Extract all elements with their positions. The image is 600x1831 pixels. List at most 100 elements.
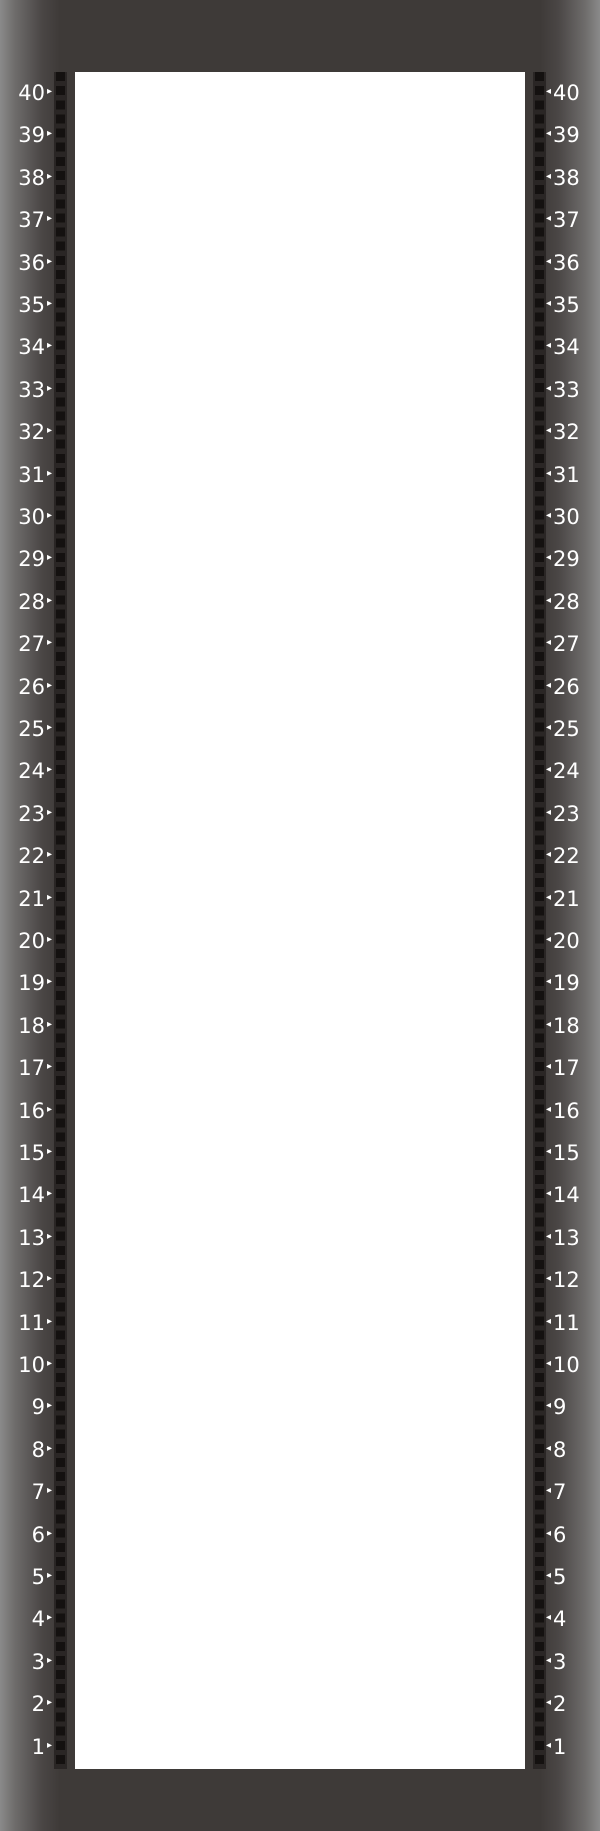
unit-number: 37 bbox=[18, 208, 45, 233]
arrow-right-icon: ▸ bbox=[46, 637, 52, 649]
right-unit-label-37: ◂37 bbox=[546, 205, 600, 235]
left-unit-label-35: 35 ▸ bbox=[0, 290, 52, 320]
left-unit-label-38: 38 ▸ bbox=[0, 163, 52, 193]
left-unit-label-31: 31 ▸ bbox=[0, 460, 52, 490]
arrow-left-icon: ◂ bbox=[546, 1273, 552, 1285]
arrow-left-icon: ◂ bbox=[546, 1612, 552, 1624]
unit-number: 20 bbox=[553, 929, 580, 953]
rack-mount-area[interactable] bbox=[75, 72, 525, 1769]
arrow-left-icon: ◂ bbox=[546, 1146, 552, 1157]
arrow-left-icon: ◂ bbox=[546, 976, 552, 988]
left-unit-label-9: 9 ▸ bbox=[0, 1392, 52, 1422]
right-unit-label-1: ◂1 bbox=[546, 1732, 600, 1762]
unit-number: 23 bbox=[18, 801, 45, 826]
unit-number: 40 bbox=[553, 81, 580, 105]
arrow-right-icon: ▸ bbox=[46, 891, 52, 903]
left-unit-label-22: 22 ▸ bbox=[0, 841, 52, 871]
arrow-left-icon: ◂ bbox=[546, 128, 552, 140]
arrow-left-icon: ◂ bbox=[546, 1188, 552, 1200]
arrow-right-icon: ▸ bbox=[46, 467, 52, 479]
arrow-right-icon: ▸ bbox=[46, 552, 52, 564]
unit-number: 22 bbox=[18, 844, 45, 869]
arrow-right-icon: ▸ bbox=[46, 1230, 52, 1242]
arrow-right-icon: ▸ bbox=[46, 340, 52, 352]
arrow-left-icon: ◂ bbox=[546, 934, 552, 945]
unit-number: 34 bbox=[18, 335, 45, 360]
left-unit-label-17: 17 ▸ bbox=[0, 1053, 52, 1083]
arrow-right-icon: ▸ bbox=[46, 1697, 52, 1709]
unit-number: 3 bbox=[553, 1649, 567, 1674]
unit-number: 6 bbox=[553, 1522, 567, 1547]
unit-number: 13 bbox=[18, 1225, 45, 1250]
arrow-left-icon: ◂ bbox=[546, 1400, 552, 1412]
left-unit-label-21: 21 ▸ bbox=[0, 884, 52, 914]
left-unit-label-29: 29 ▸ bbox=[0, 544, 52, 574]
right-unit-label-22: ◂22 bbox=[546, 841, 600, 871]
arrow-right-icon: ▸ bbox=[46, 976, 52, 988]
left-unit-label-16: 16 ▸ bbox=[0, 1096, 52, 1126]
right-unit-label-6: ◂6 bbox=[546, 1520, 600, 1550]
unit-number: 10 bbox=[553, 1353, 580, 1377]
left-unit-label-7: 7 ▸ bbox=[0, 1477, 52, 1507]
unit-number: 1 bbox=[553, 1734, 567, 1759]
arrow-left-icon: ◂ bbox=[546, 255, 552, 267]
arrow-right-icon: ▸ bbox=[46, 1442, 52, 1454]
arrow-left-icon: ◂ bbox=[546, 425, 552, 437]
unit-number: 2 bbox=[553, 1692, 567, 1717]
unit-number: 16 bbox=[553, 1098, 580, 1123]
unit-number: 36 bbox=[553, 250, 580, 275]
left-unit-label-10: 10 ▸ bbox=[0, 1350, 52, 1380]
unit-number: 14 bbox=[18, 1183, 45, 1208]
unit-number: 31 bbox=[18, 462, 45, 487]
arrow-right-icon: ▸ bbox=[46, 1485, 52, 1497]
left-unit-label-3: 3 ▸ bbox=[0, 1647, 52, 1677]
arrow-left-icon: ◂ bbox=[546, 467, 552, 479]
right-unit-label-36: ◂36 bbox=[546, 248, 600, 278]
left-unit-label-37: 37 ▸ bbox=[0, 205, 52, 235]
right-unit-label-16: ◂16 bbox=[546, 1096, 600, 1126]
unit-number: 11 bbox=[18, 1310, 45, 1335]
arrow-left-icon: ◂ bbox=[546, 1570, 552, 1581]
unit-number: 33 bbox=[18, 377, 45, 402]
unit-number: 24 bbox=[18, 759, 45, 784]
left-unit-label-6: 6 ▸ bbox=[0, 1520, 52, 1550]
unit-number: 16 bbox=[18, 1098, 45, 1123]
right-unit-label-9: ◂9 bbox=[546, 1392, 600, 1422]
right-unit-label-28: ◂28 bbox=[546, 587, 600, 617]
unit-number: 10 bbox=[18, 1353, 45, 1377]
arrow-right-icon: ▸ bbox=[46, 764, 52, 776]
right-unit-label-30: ◂30 bbox=[546, 502, 600, 532]
right-unit-label-18: ◂18 bbox=[546, 1011, 600, 1041]
unit-number: 14 bbox=[553, 1183, 580, 1208]
unit-number: 21 bbox=[18, 886, 45, 911]
arrow-right-icon: ▸ bbox=[46, 1315, 52, 1327]
arrow-left-icon: ◂ bbox=[546, 679, 552, 691]
arrow-left-icon: ◂ bbox=[546, 86, 552, 97]
left-unit-label-39: 39 ▸ bbox=[0, 120, 52, 150]
arrow-right-icon: ▸ bbox=[46, 1654, 52, 1666]
left-mounting-rail bbox=[54, 72, 67, 1769]
arrow-right-icon: ▸ bbox=[46, 1570, 52, 1581]
unit-number: 27 bbox=[18, 632, 45, 657]
arrow-right-icon: ▸ bbox=[46, 806, 52, 818]
arrow-left-icon: ◂ bbox=[546, 722, 552, 733]
left-unit-label-8: 8 ▸ bbox=[0, 1435, 52, 1465]
arrow-right-icon: ▸ bbox=[46, 298, 52, 309]
unit-number: 40 bbox=[18, 81, 45, 105]
unit-number: 25 bbox=[18, 717, 45, 741]
unit-number: 38 bbox=[18, 165, 45, 190]
unit-number: 9 bbox=[31, 1395, 45, 1420]
arrow-left-icon: ◂ bbox=[546, 849, 552, 861]
right-unit-label-24: ◂24 bbox=[546, 756, 600, 786]
right-unit-label-3: ◂3 bbox=[546, 1647, 600, 1677]
arrow-left-icon: ◂ bbox=[546, 1358, 552, 1369]
unit-number: 18 bbox=[553, 1013, 580, 1038]
right-unit-label-19: ◂19 bbox=[546, 968, 600, 998]
arrow-left-icon: ◂ bbox=[546, 1527, 552, 1539]
arrow-left-icon: ◂ bbox=[546, 213, 552, 225]
unit-number: 20 bbox=[18, 929, 45, 953]
unit-number: 13 bbox=[553, 1225, 580, 1250]
arrow-left-icon: ◂ bbox=[546, 764, 552, 776]
arrow-right-icon: ▸ bbox=[46, 213, 52, 225]
